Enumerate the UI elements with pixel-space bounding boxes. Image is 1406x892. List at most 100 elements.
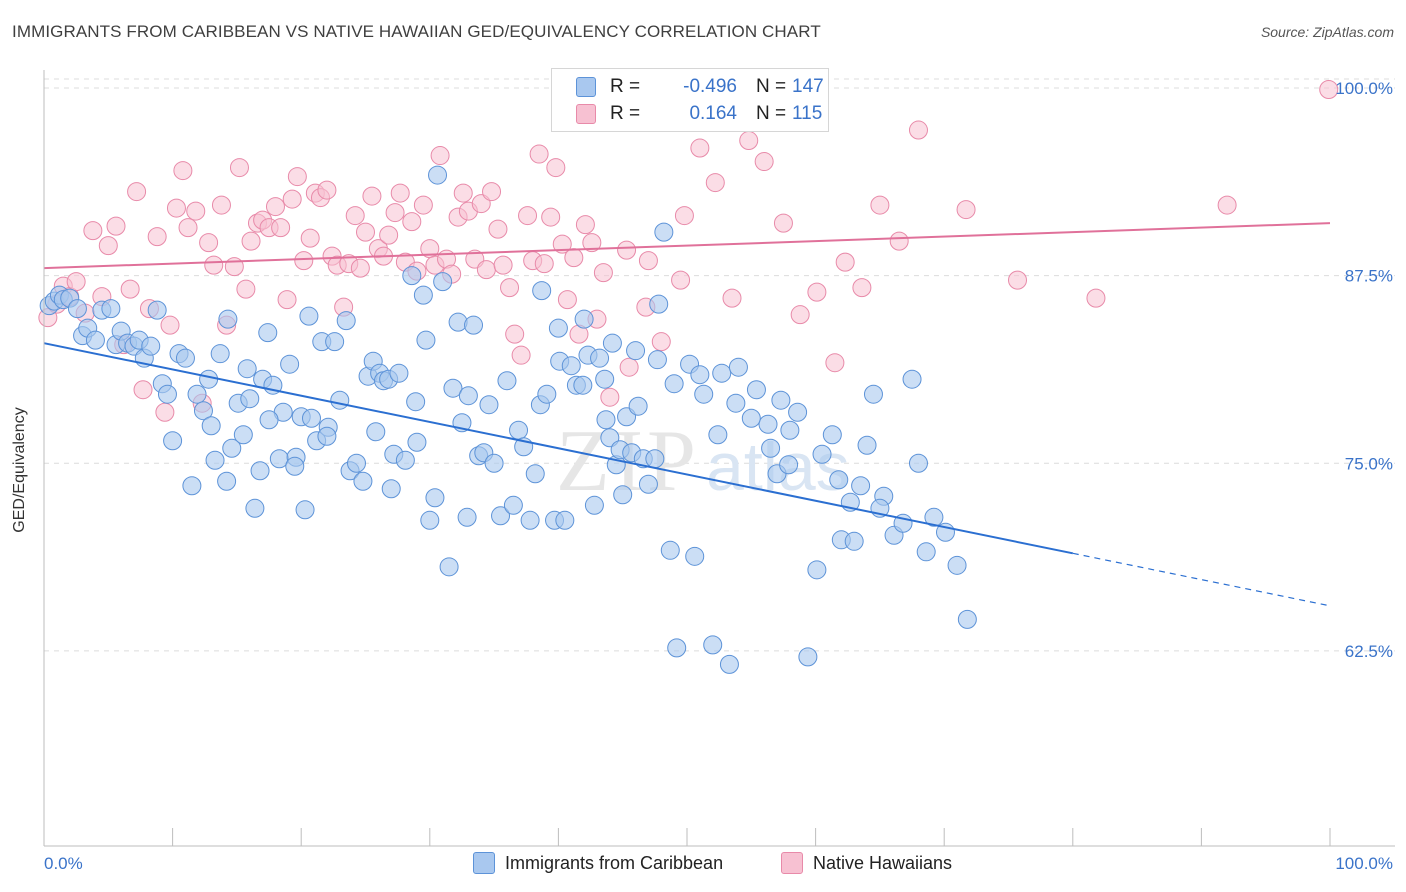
data-point-native-hawaiian [106, 216, 126, 236]
data-point-native-hawaiian [211, 195, 231, 215]
data-point-caribbean [590, 348, 610, 368]
data-point-native-hawaiian [541, 207, 561, 227]
data-point-caribbean [916, 542, 936, 562]
data-point-caribbean [822, 425, 842, 445]
data-point-native-hawaiian [505, 324, 525, 344]
data-point-caribbean [187, 384, 207, 404]
data-point-native-hawaiian [287, 167, 307, 187]
data-point-native-hawaiian [178, 218, 198, 238]
data-point-native-hawaiian [552, 234, 572, 254]
bottom-legend-label: Immigrants from Caribbean [505, 853, 724, 873]
data-point-caribbean [237, 359, 257, 379]
data-point-caribbean [448, 312, 468, 332]
data-point-native-hawaiian [362, 186, 382, 206]
data-point-caribbean [771, 390, 791, 410]
data-point-caribbean [812, 444, 832, 464]
data-point-caribbean [163, 431, 183, 451]
data-point-native-hawaiian [476, 260, 496, 280]
data-point-native-hawaiian [265, 197, 285, 217]
data-point-caribbean [259, 410, 279, 430]
data-point-caribbean [626, 341, 646, 361]
data-point-native-hawaiian [674, 206, 694, 226]
data-point-caribbean [101, 299, 121, 319]
data-point-caribbean [497, 371, 517, 391]
data-point-caribbean [395, 450, 415, 470]
data-point-native-hawaiian [379, 225, 399, 245]
data-point-native-hawaiian [199, 233, 219, 253]
data-point-caribbean [780, 420, 800, 440]
data-point-caribbean [647, 350, 667, 370]
bottom-legend-swatch-blue [473, 852, 495, 874]
n-label: N = [756, 103, 787, 124]
data-point-native-hawaiian [1319, 80, 1339, 100]
data-point-caribbean [175, 348, 195, 368]
data-point-native-hawaiian [173, 161, 193, 181]
data-point-native-hawaiian [390, 183, 410, 203]
data-point-native-hawaiian [546, 158, 566, 178]
data-point-caribbean [924, 507, 944, 527]
data-point-caribbean [330, 390, 350, 410]
data-point-native-hawaiian [825, 353, 845, 373]
legend-swatch-pink [576, 104, 596, 124]
data-point-caribbean [218, 309, 238, 329]
data-point-caribbean [233, 425, 253, 445]
data-point-caribbean [703, 635, 723, 655]
data-point-caribbean [660, 540, 680, 560]
data-point-caribbean [325, 332, 345, 352]
data-point-caribbean [596, 410, 616, 430]
data-point-caribbean [317, 426, 337, 446]
data-point-native-hawaiian [236, 279, 256, 299]
data-point-caribbean [458, 386, 478, 406]
data-point-native-hawaiian [294, 251, 314, 271]
data-point-caribbean [649, 294, 669, 314]
data-point-native-hawaiian [1008, 270, 1028, 290]
data-point-caribbean [353, 471, 373, 491]
data-point-native-hawaiian [385, 203, 405, 223]
data-point-caribbean [645, 449, 665, 469]
data-point-caribbean [439, 557, 459, 577]
data-point-native-hawaiian [835, 252, 855, 272]
data-point-native-hawaiian [345, 206, 365, 226]
data-point-caribbean [484, 453, 504, 473]
data-point-native-hawaiian [600, 387, 620, 407]
trend-line-native-hawaiians [43, 222, 1331, 270]
data-point-native-hawaiian [413, 195, 433, 215]
y-tick-label: 87.5% [1345, 267, 1393, 286]
data-point-native-hawaiian [518, 206, 538, 226]
correlation-legend: R = -0.496 N = 147 R = 0.164 N = 115 [551, 68, 829, 132]
data-point-native-hawaiian [402, 212, 422, 232]
data-point-caribbean [573, 375, 593, 395]
bottom-legend-swatch-pink [781, 852, 803, 874]
data-point-caribbean [788, 402, 808, 422]
data-point-caribbean [85, 330, 105, 350]
data-point-native-hawaiian [282, 189, 302, 209]
data-point-caribbean [217, 471, 237, 491]
axes [43, 70, 1395, 847]
data-point-native-hawaiian [651, 332, 671, 352]
data-point-native-hawaiian [617, 240, 637, 260]
y-tick-label: 62.5% [1345, 642, 1393, 661]
data-point-caribbean [416, 330, 436, 350]
data-point-caribbean [902, 369, 922, 389]
data-point-native-hawaiian [500, 278, 520, 298]
data-point-caribbean [336, 311, 356, 331]
data-point-caribbean [574, 309, 594, 329]
data-point-caribbean [664, 374, 684, 394]
data-point-caribbean [908, 453, 928, 473]
data-point-caribbean [555, 510, 575, 530]
data-point-native-hawaiian [83, 221, 103, 241]
data-point-caribbean [182, 476, 202, 496]
trend-lines [43, 222, 1331, 607]
data-point-native-hawaiian [575, 215, 595, 235]
data-point-native-hawaiian [356, 222, 375, 242]
data-point-caribbean [741, 408, 761, 428]
data-point-caribbean [457, 507, 477, 527]
x-tick-label: 100.0% [1335, 854, 1393, 873]
data-point-caribbean [509, 420, 529, 440]
data-point-caribbean [957, 609, 977, 629]
data-point-caribbean [667, 638, 687, 658]
data-point-caribbean [685, 546, 705, 566]
data-point-caribbean [443, 378, 463, 398]
data-point-native-hawaiian [690, 138, 710, 158]
